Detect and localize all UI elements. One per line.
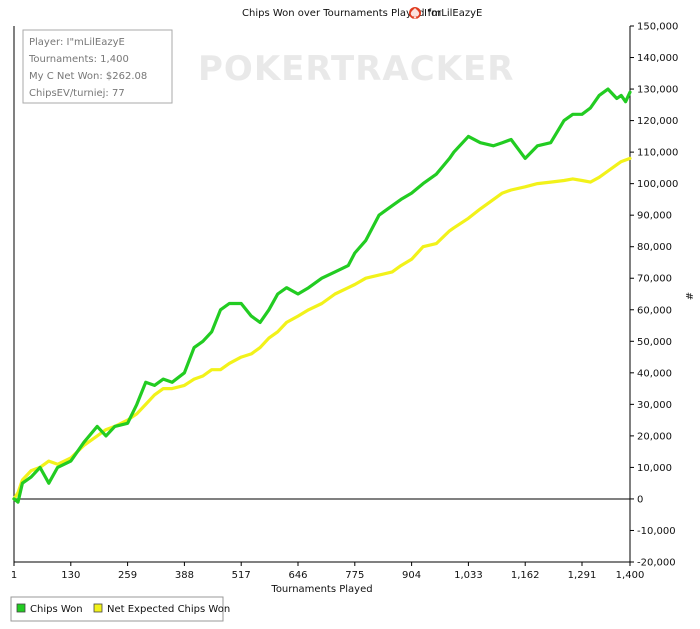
x-axis-title: Tournaments Played [270, 584, 372, 595]
y-tick-label: 110,000 [637, 148, 678, 159]
x-tick-label: 259 [118, 570, 137, 581]
x-tick-label: 130 [61, 570, 80, 581]
y-axis-title: # [683, 292, 694, 300]
x-tick-label: 517 [232, 570, 251, 581]
y-tick-label: 10,000 [637, 463, 672, 474]
legend-swatch-net-expected [93, 603, 103, 613]
series-line-chips-won [12, 87, 632, 504]
legend-swatch-chips-won [16, 603, 26, 613]
x-ticks: 1 130 259 388 517 646 775 904 1,033 1,162 1,291 1,4… [11, 562, 645, 581]
y-tick-label: 140,000 [637, 53, 678, 64]
y-tick-label: 120,000 [637, 116, 678, 127]
series-line-net-expected-chips-won [12, 156, 632, 501]
y-tick-label: 0 [637, 494, 643, 505]
stats-tournaments: Tournaments: 1,400 [28, 54, 129, 65]
y-tick-label: 130,000 [637, 85, 678, 96]
x-tick-label: 1 [11, 570, 17, 581]
x-tick-label: 775 [345, 570, 364, 581]
x-tick-label: 1,033 [454, 570, 483, 581]
y-tick-label: 100,000 [637, 179, 678, 190]
x-tick-label: 1,162 [511, 570, 540, 581]
legend-label-net-expected: Net Expected Chips Won [107, 604, 230, 615]
y-tick-label: 30,000 [637, 400, 672, 411]
y-tick-label: 70,000 [637, 274, 672, 285]
series-layer [12, 87, 632, 504]
legend-label-chips-won: Chips Won [30, 604, 83, 615]
poker-spade-icon [409, 7, 421, 19]
stats-box: Player: I"mLilEazyE Tournaments: 1,400 M… [22, 29, 173, 104]
y-ticks: -20,000 -10,000 0 10,000 20,000 30,000 40,000 5… [630, 22, 678, 569]
chart-title-player: I"mLilEazyE [424, 8, 482, 19]
legend-box [10, 596, 224, 622]
stats-chips-ev: ChipsEV/turniej: 77 [29, 88, 125, 99]
y-tick-label: 20,000 [637, 431, 672, 442]
y-tick-label: 80,000 [637, 242, 672, 253]
stats-net-won: My C Net Won: $262.08 [29, 71, 147, 82]
y-tick-label: -20,000 [637, 558, 676, 569]
y-tick-label: 60,000 [637, 305, 672, 316]
x-tick-label: 646 [288, 570, 307, 581]
stats-player: Player: I"mLilEazyE [29, 37, 125, 48]
y-tick-label: 40,000 [637, 368, 672, 379]
chart-title: Chips Won over Tournaments Played for [242, 8, 442, 19]
y-tick-label: 90,000 [637, 211, 672, 222]
legend: Chips Won Net Expected Chips Won [10, 596, 230, 622]
y-tick-label: -10,000 [637, 526, 676, 537]
x-tick-label: 1,400 [616, 570, 645, 581]
pokertracker-watermark: POKERTRACKER [198, 49, 514, 89]
x-tick-label: 388 [175, 570, 194, 581]
x-tick-label: 1,291 [568, 570, 597, 581]
y-tick-label: 50,000 [637, 337, 672, 348]
x-tick-label: 904 [402, 570, 421, 581]
y-tick-label: 150,000 [637, 22, 678, 33]
